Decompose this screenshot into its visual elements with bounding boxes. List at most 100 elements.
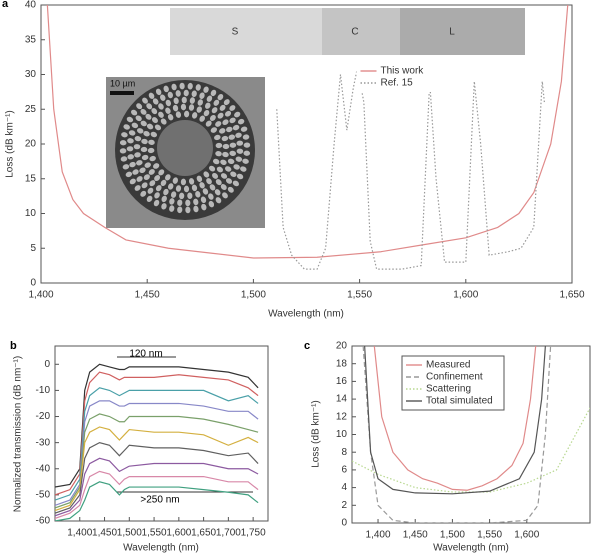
fiber-cell — [235, 132, 242, 138]
y-tick-label: 2 — [341, 500, 347, 511]
x-tick-label: 1,700 — [216, 528, 241, 539]
fiber-cell — [204, 102, 211, 109]
fiber-cell — [168, 183, 174, 190]
fiber-cell — [143, 174, 150, 181]
fiber-cell — [140, 190, 147, 197]
fiber-cell — [193, 205, 199, 213]
fiber-cell — [215, 121, 222, 127]
fiber-cell — [155, 88, 162, 96]
y-tick-label: -40 — [36, 463, 51, 474]
fiber-cell — [188, 178, 195, 185]
fiber-cell — [148, 139, 155, 145]
y-tick-label: 5 — [30, 243, 36, 254]
fiber-cell — [197, 99, 203, 106]
y-tick-label: 10 — [336, 429, 348, 440]
fiber-cell — [202, 188, 209, 195]
fiber-cell — [229, 150, 236, 156]
x-tick-label: 1,550 — [142, 528, 167, 539]
fiber-cell — [211, 107, 218, 114]
fiber-cell — [222, 192, 228, 199]
fiber-cell — [119, 148, 127, 154]
fiber-cell — [133, 144, 141, 150]
fiber-cell — [154, 175, 161, 182]
fiber-cell — [147, 187, 154, 194]
fiber-cell — [232, 180, 239, 187]
fiber-cell — [235, 156, 243, 162]
legend-label: This work — [381, 66, 425, 77]
y-tick-label: -60 — [36, 516, 51, 527]
fiber-cell — [134, 135, 142, 142]
plot-lines — [55, 363, 259, 521]
fiber-cell — [126, 116, 134, 123]
series-line — [55, 387, 259, 501]
series-line — [364, 346, 546, 495]
y-tick-label: -20 — [36, 411, 51, 422]
y-tick-label: 25 — [25, 104, 37, 115]
y-tick-label: 6 — [341, 465, 347, 476]
fiber-cell — [187, 82, 193, 90]
fiber-cell — [119, 140, 127, 146]
band-label: C — [351, 27, 358, 38]
fiber-cell — [150, 131, 158, 138]
plot-lines — [352, 346, 590, 523]
fiber-cell — [129, 161, 136, 168]
x-tick-label: 1,650 — [191, 528, 216, 539]
fiber-cell — [183, 110, 190, 118]
fiber-cell — [134, 152, 141, 158]
fiber-cell — [171, 83, 177, 91]
fiber-cell — [146, 195, 153, 202]
fiber-cell — [127, 154, 134, 160]
band-label: S — [232, 27, 239, 38]
fiber-cell — [160, 118, 167, 125]
x-tick-label: 1,600 — [166, 528, 191, 539]
fiber-cell — [165, 99, 172, 107]
y-tick-label: 0 — [44, 359, 50, 370]
series-line — [55, 470, 259, 519]
x-tick-label: 1,400 — [67, 528, 92, 539]
fiber-cell — [240, 166, 247, 172]
legend-label: Confinement — [426, 372, 483, 383]
fiber-cell — [213, 99, 220, 106]
fiber-cell — [136, 128, 144, 134]
fiber-cell — [209, 114, 216, 121]
fiber-cell — [161, 195, 167, 203]
annotation: >250 nm — [140, 495, 179, 506]
plot-lines — [46, 5, 569, 270]
series-line — [55, 413, 259, 509]
fiber-cell — [141, 138, 148, 145]
fiber-cell — [122, 164, 130, 170]
fiber-cell — [120, 156, 128, 162]
fiber-cell — [179, 82, 185, 90]
fiber-cell — [227, 186, 234, 193]
y-tick-label: 30 — [25, 69, 37, 80]
x-tick-label: 1,400 — [366, 530, 391, 541]
plot-frame — [54, 345, 269, 522]
fiber-cell — [181, 96, 187, 104]
fiber-cell — [160, 94, 166, 101]
y-tick-label: 14 — [336, 394, 348, 405]
y-tick-label: 15 — [25, 173, 37, 184]
y-tick-label: 0 — [30, 278, 36, 289]
fiber-cell — [135, 115, 142, 122]
x-tick-label: 1,450 — [135, 290, 160, 301]
fiber-cell — [180, 178, 187, 186]
fiber-cell — [242, 134, 250, 140]
fiber-cell — [136, 176, 143, 182]
y-tick-label: 35 — [25, 34, 37, 45]
fiber-cell — [233, 164, 240, 170]
fiber-cell — [192, 112, 198, 119]
fiber-cell — [232, 124, 240, 131]
fiber-cell — [155, 185, 162, 192]
fiber-cell — [153, 199, 160, 207]
fiber-cell — [195, 191, 201, 198]
series-line — [46, 5, 569, 259]
x-tick-label: 1,650 — [559, 290, 584, 301]
fiber-cell — [222, 119, 229, 126]
fiber-cell — [165, 107, 171, 114]
fiber-cell — [175, 185, 182, 192]
fiber-cell — [185, 206, 191, 214]
series-line — [55, 442, 259, 514]
fiber-cell — [215, 142, 223, 149]
fiber-cell — [230, 171, 237, 178]
y-tick-label: -30 — [36, 437, 51, 448]
